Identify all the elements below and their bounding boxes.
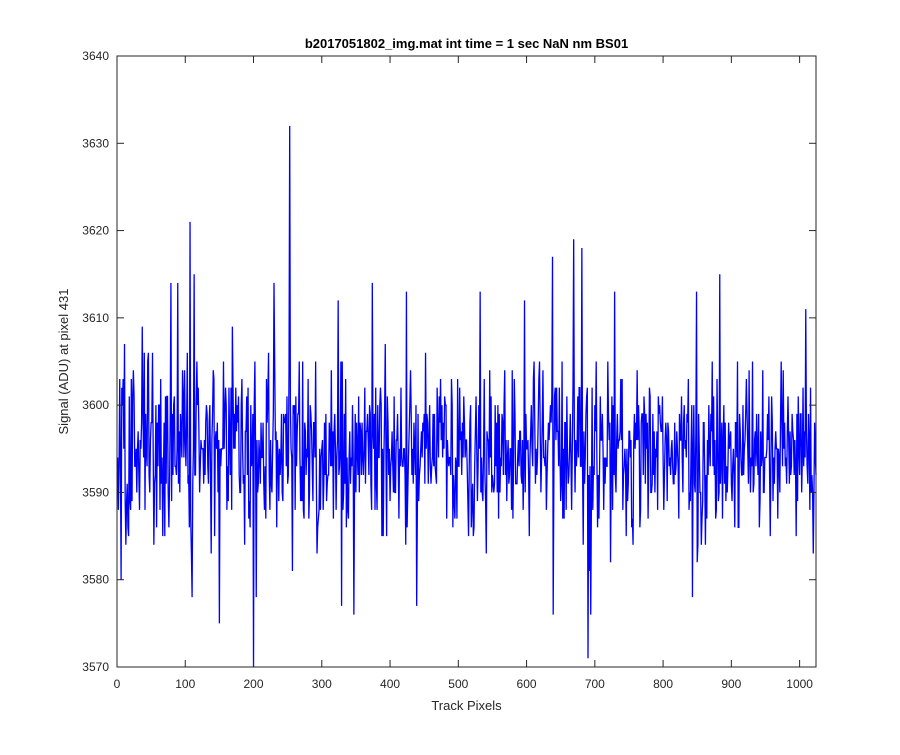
y-axis: 3570 3580 3590 3600 3610 3620 3630 3640 — [82, 49, 816, 674]
x-tick-label: 800 — [653, 677, 673, 691]
y-tick-label: 3610 — [82, 311, 109, 325]
signal-series-line — [117, 125, 817, 668]
y-tick-label: 3630 — [82, 136, 109, 150]
x-axis: 0 100 200 300 400 500 600 700 800 900 1000 — [114, 56, 813, 691]
x-tick-label: 100 — [175, 677, 195, 691]
x-axis-label: Track Pixels — [431, 698, 502, 713]
axes-box — [116, 55, 817, 668]
y-tick-label: 3580 — [82, 573, 109, 587]
y-tick-label: 3600 — [82, 398, 109, 412]
x-tick-label: 0 — [114, 677, 121, 691]
y-tick-label: 3570 — [82, 660, 109, 674]
x-tick-label: 300 — [312, 677, 332, 691]
series-layer — [117, 125, 817, 668]
plot-area — [117, 56, 816, 667]
chart-title: b2017051802_img.mat int time = 1 sec NaN… — [305, 36, 628, 51]
y-tick-label: 3590 — [82, 485, 109, 499]
x-tick-label: 200 — [244, 677, 264, 691]
x-tick-label: 700 — [585, 677, 605, 691]
x-tick-label: 1000 — [786, 677, 813, 691]
x-tick-label: 400 — [380, 677, 400, 691]
x-tick-label: 600 — [517, 677, 537, 691]
y-tick-label: 3640 — [82, 49, 109, 63]
y-tick-label: 3620 — [82, 224, 109, 238]
x-tick-label: 500 — [448, 677, 468, 691]
y-axis-label: Signal (ADU) at pixel 431 — [56, 289, 71, 435]
x-tick-label: 900 — [721, 677, 741, 691]
